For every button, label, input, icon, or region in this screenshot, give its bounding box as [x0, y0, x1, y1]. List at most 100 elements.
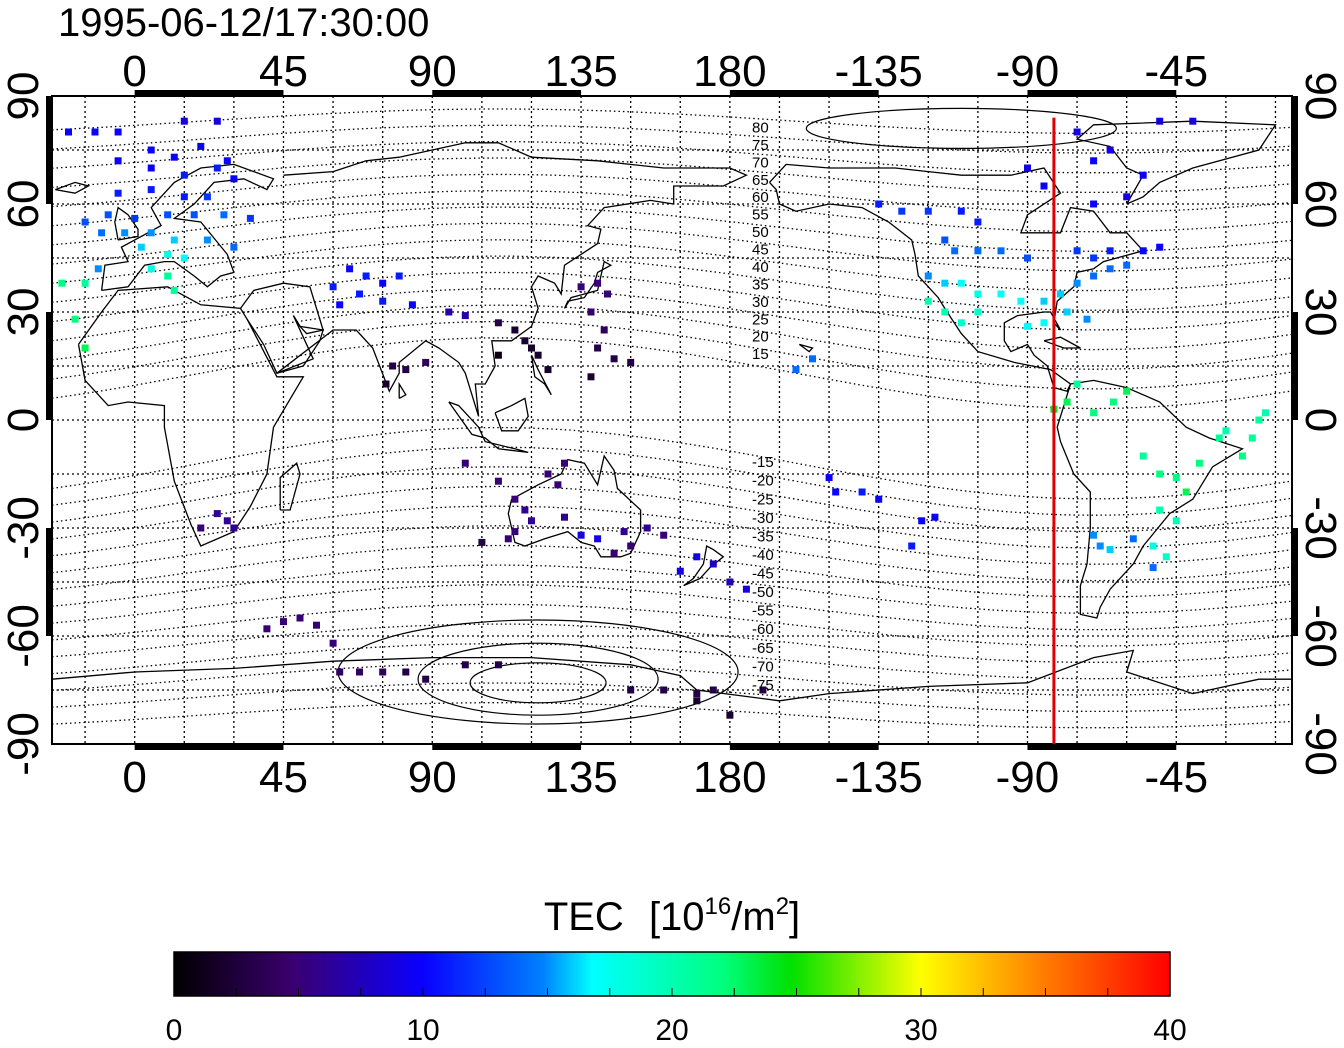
latitude-label-right: 0 — [1296, 408, 1344, 432]
tec-point — [832, 488, 840, 496]
tec-point — [379, 279, 387, 287]
tec-point — [65, 128, 72, 136]
colorbar-tick-label: 20 — [655, 1014, 688, 1047]
tec-point — [213, 117, 221, 125]
tec-point — [98, 229, 106, 237]
tec-point — [1106, 265, 1114, 273]
tec-point — [534, 351, 542, 359]
magnetic-latitude-contour — [52, 584, 1292, 631]
tec-point — [1238, 452, 1246, 460]
longitude-label-top: -135 — [835, 47, 923, 96]
axis-bar-right — [1292, 96, 1298, 204]
tec-point — [213, 510, 221, 518]
tec-point — [918, 517, 926, 525]
tec-point — [1139, 171, 1147, 179]
latitude-labels-right: 90 60 30 0 -30 -60 -90 — [1296, 72, 1344, 776]
tec-point — [461, 661, 469, 669]
tec-point — [170, 236, 178, 244]
tec-point — [131, 214, 139, 222]
tec-point — [197, 524, 205, 532]
magnetic-latitude-label: -45 — [752, 566, 774, 583]
longitude-label-top: 90 — [408, 47, 457, 96]
tec-point — [908, 542, 916, 550]
tec-point — [941, 308, 949, 316]
tec-point — [1017, 297, 1025, 305]
tec-point — [1248, 434, 1256, 442]
tec-point — [742, 585, 750, 593]
latitude-label-left: 0 — [0, 408, 48, 432]
magnetic-latitude-contour — [52, 623, 1292, 663]
tec-point — [1063, 398, 1071, 406]
magnetic-latitude-contour — [52, 643, 1292, 680]
tec-point — [1024, 322, 1031, 330]
tec-point — [997, 290, 1005, 298]
tec-point — [147, 164, 155, 172]
tec-point — [58, 279, 66, 287]
tec-point — [1090, 272, 1098, 280]
magnetic-latitude-label: 65 — [752, 172, 769, 189]
longitude-label-top: 0 — [122, 47, 146, 96]
tec-point — [104, 211, 112, 219]
tec-point — [1090, 409, 1098, 417]
magnetic-latitude-label: 70 — [752, 154, 769, 171]
tec-point — [203, 236, 211, 244]
tec-point — [511, 495, 519, 503]
australia-coast — [507, 454, 642, 558]
axis-bar-top — [1027, 90, 1177, 96]
axis-tick-bars — [46, 90, 1298, 750]
tec-point — [223, 157, 231, 165]
magnetic-latitude-contour — [52, 222, 1292, 272]
tec-point — [1149, 564, 1157, 572]
axis-bar-left — [46, 312, 52, 420]
magnetic-latitude-contour — [52, 141, 1292, 174]
tec-point — [544, 366, 552, 374]
tec-point — [931, 513, 939, 521]
tec-point — [230, 243, 238, 251]
longitude-labels-top: 0 45 90 135 180 -135 -90 -45 — [122, 47, 1208, 96]
tec-point — [223, 517, 231, 525]
tec-point — [577, 531, 585, 539]
longitude-labels-bottom: 0 45 90 135 180 -135 -90 -45 — [122, 753, 1208, 802]
axis-bar-bottom — [134, 744, 284, 750]
tec-point — [147, 186, 155, 194]
magnetic-latitude-label: 30 — [752, 294, 769, 311]
tec-point — [594, 535, 602, 543]
tec-point — [1090, 200, 1098, 208]
magnetic-latitude-contour — [52, 505, 1292, 565]
north-america-coast — [769, 163, 1145, 392]
axis-bar-top — [432, 90, 582, 96]
tec-point — [147, 265, 155, 273]
tec-point — [461, 459, 469, 467]
latitude-label-left: -60 — [0, 604, 48, 668]
colorbar-tick-label: 40 — [1153, 1014, 1186, 1047]
tec-point — [422, 675, 430, 683]
tec-point — [600, 326, 608, 334]
magnetic-latitude-contour — [52, 255, 1292, 311]
magnetic-latitude-label: 80 — [752, 120, 769, 137]
latitude-label-right: -90 — [1296, 712, 1344, 776]
tec-point — [825, 474, 833, 482]
tec-point — [974, 218, 982, 226]
tec-point — [1156, 243, 1164, 251]
tec-point — [203, 193, 211, 201]
tec-point — [726, 578, 734, 586]
magnetic-latitude-contour — [52, 564, 1292, 614]
tec-point — [1096, 542, 1104, 550]
magnetic-latitude-contour — [52, 124, 1292, 154]
borneo-coast — [494, 397, 529, 432]
tec-point — [627, 358, 635, 366]
axis-bar-top — [729, 90, 879, 96]
tec-point — [594, 344, 602, 352]
latitude-label-right: 90 — [1296, 72, 1344, 121]
magnetic-latitude-contour — [52, 682, 1292, 713]
tec-point — [81, 218, 89, 226]
tec-point — [230, 524, 238, 532]
tec-point — [561, 513, 568, 521]
magnetic-latitude-label: 60 — [752, 189, 769, 206]
tec-point — [395, 272, 403, 280]
tec-point — [1090, 531, 1098, 539]
colorbar-tick-label: 10 — [406, 1014, 439, 1047]
tec-point — [875, 495, 883, 503]
magnetic-latitude-contour — [52, 525, 1292, 582]
